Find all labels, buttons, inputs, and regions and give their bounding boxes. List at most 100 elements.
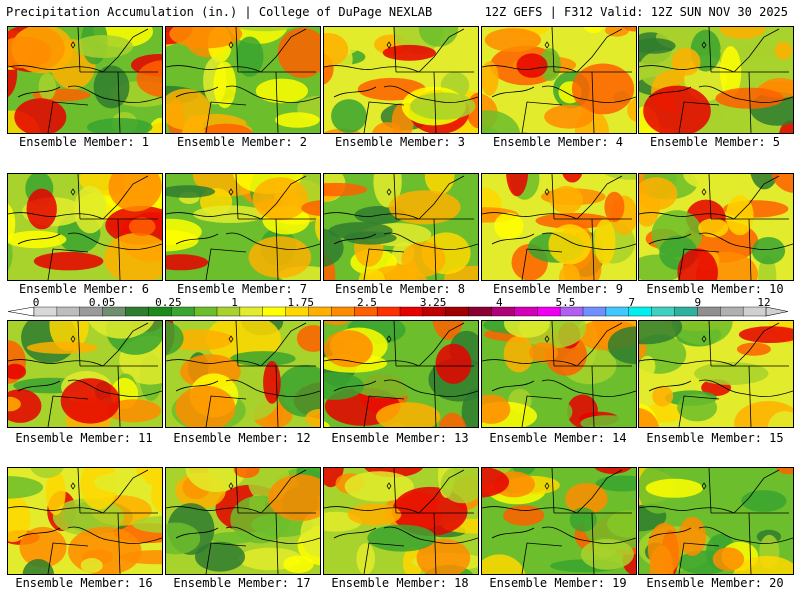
location-marker-icon (701, 41, 707, 49)
ensemble-member-map (638, 26, 794, 134)
map-boundary (708, 468, 789, 514)
colorbar-segment (308, 306, 332, 317)
map-boundary (324, 212, 420, 220)
map-boundary (433, 365, 437, 427)
map-boundary (205, 395, 247, 427)
map-boundary (639, 212, 735, 220)
map-boundary (418, 175, 465, 220)
ensemble-member-map (7, 26, 163, 134)
colorbar-segment (582, 306, 607, 317)
map-boundary (708, 174, 789, 220)
precipitation-map (324, 27, 478, 133)
map-boundary (639, 506, 735, 514)
map-boundary (491, 86, 535, 98)
map-boundary (333, 86, 377, 98)
ensemble-member-map (481, 320, 637, 428)
ensemble-member-map (165, 320, 321, 428)
map-boundary (521, 101, 563, 133)
colorbar-segment (56, 306, 81, 317)
map-boundary (733, 28, 780, 73)
precipitation-map (482, 321, 636, 427)
location-marker-icon (386, 188, 392, 196)
map-boundary (102, 322, 149, 367)
ensemble-member-label: Ensemble Member: 17 (173, 576, 311, 590)
map-boundary (8, 212, 104, 220)
map-boundary (541, 85, 636, 103)
map-boundary (383, 85, 478, 103)
map-boundary (117, 512, 121, 574)
map-boundary (333, 527, 377, 539)
map-boundary (648, 86, 692, 98)
location-marker-icon (386, 41, 392, 49)
colorbar-tick-label: 9 (694, 296, 702, 309)
ensemble-member-map (165, 467, 321, 575)
colorbar-segment (331, 306, 355, 317)
precipitation-map (639, 27, 793, 133)
location-marker-icon (228, 188, 234, 196)
map-boundary (418, 469, 465, 514)
precipitation-map (166, 321, 320, 427)
colorbar-tick-label: 5.5 (555, 296, 576, 309)
map-boundary (8, 359, 104, 367)
map-boundary (433, 218, 437, 280)
map-boundary (482, 506, 578, 514)
map-title: Precipitation Accumulation (in.) | Colle… (6, 5, 433, 19)
ensemble-member-map (481, 467, 637, 575)
map-boundary (393, 174, 474, 220)
map-boundary (551, 27, 632, 73)
location-marker-icon (701, 335, 707, 343)
map-boundary (333, 233, 377, 245)
ensemble-member-map (323, 26, 479, 134)
precipitation-map (639, 321, 793, 427)
colorbar-tick-label: 3.25 (419, 296, 447, 309)
ensemble-member-label: Ensemble Member: 10 (646, 282, 784, 296)
precipitation-map (8, 468, 162, 574)
map-boundary (102, 175, 149, 220)
map-boundary (205, 248, 247, 280)
precipitation-colorbar: 0 0.05 0.25 1 1.75 2.5 3.25 4 5.5 7 9 12 (0, 296, 800, 318)
ensemble-member-label: Ensemble Member: 3 (334, 135, 466, 149)
ensemble-member-map (323, 320, 479, 428)
colorbar-segment (674, 306, 698, 317)
colorbar-segment (193, 306, 218, 317)
ensemble-member-map (638, 467, 794, 575)
map-boundary (67, 232, 162, 250)
colorbar-segment (148, 306, 172, 317)
colorbar-segment (514, 306, 538, 317)
colorbar-segment (33, 306, 58, 317)
map-boundary (393, 321, 474, 367)
map-boundary (235, 174, 316, 220)
map-boundary (8, 65, 104, 73)
precipitation-map (324, 468, 478, 574)
map-boundary (225, 85, 320, 103)
precipitation-map (482, 27, 636, 133)
ensemble-member-map (323, 173, 479, 281)
location-marker-icon (70, 482, 76, 490)
colorbar-tick-label: 1.75 (287, 296, 314, 309)
ensemble-member-map (7, 467, 163, 575)
ensemble-member-map (323, 467, 479, 575)
ensemble-member-map (638, 173, 794, 281)
map-boundary (591, 218, 595, 280)
map-boundary (521, 395, 563, 427)
colorbar-segment (239, 306, 264, 317)
ensemble-member-label: Ensemble Member: 5 (649, 135, 781, 149)
colorbar-segment (79, 306, 104, 317)
map-boundary (17, 233, 61, 245)
map-boundary (418, 28, 465, 73)
ensemble-member-label: Ensemble Member: 4 (492, 135, 624, 149)
precipitation-map (639, 174, 793, 280)
map-boundary (205, 101, 247, 133)
map-boundary (521, 542, 563, 574)
map-boundary (648, 380, 692, 392)
map-boundary (433, 71, 437, 133)
ensemble-member-map (7, 320, 163, 428)
map-boundary (235, 468, 316, 514)
map-boundary (47, 101, 89, 133)
map-boundary (17, 86, 61, 98)
map-boundary (748, 218, 752, 280)
colorbar-tick-label: 1 (231, 296, 238, 309)
location-marker-icon (544, 188, 550, 196)
map-boundary (383, 232, 478, 250)
ensemble-member-label: Ensemble Member: 11 (15, 431, 153, 445)
